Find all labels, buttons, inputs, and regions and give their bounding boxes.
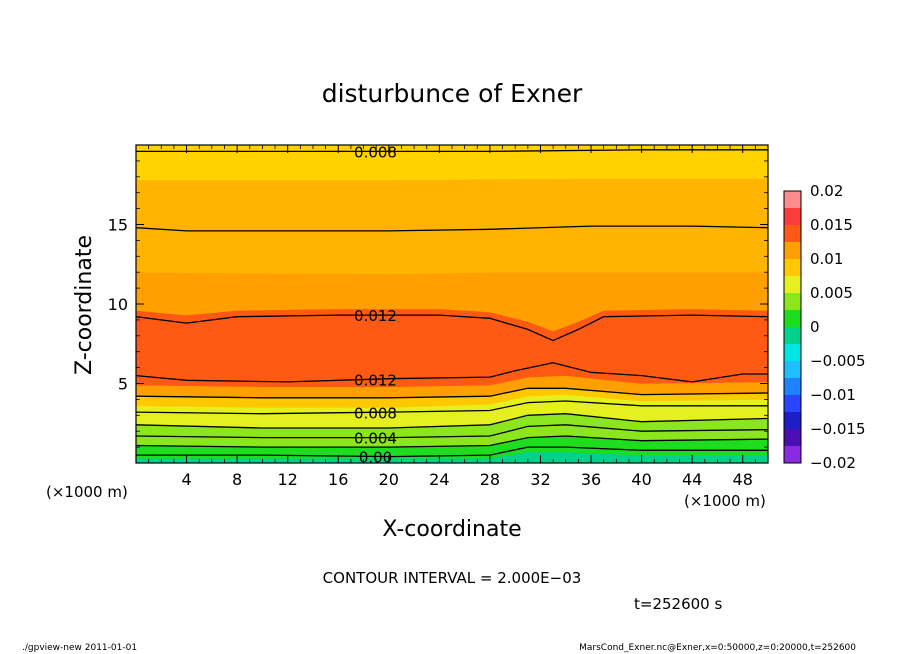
colorbar-swatch-13 bbox=[784, 225, 801, 242]
x-tick-label-44: 44 bbox=[682, 470, 702, 489]
x-unit-left: (×1000 m) bbox=[46, 483, 128, 501]
x-tick-label-24: 24 bbox=[429, 470, 449, 489]
colorbar-swatch-7 bbox=[784, 327, 801, 344]
colorbar-tick-label-4: 0 bbox=[810, 318, 820, 336]
band-9 bbox=[136, 145, 768, 181]
contour-line-6 bbox=[136, 362, 768, 383]
colorbar-swatch-2 bbox=[784, 412, 801, 429]
x-tick-label-4: 4 bbox=[181, 470, 191, 489]
y-axis-label: Z-coordinate bbox=[72, 235, 97, 375]
contour-line-1 bbox=[136, 435, 768, 448]
x-tick-label-28: 28 bbox=[480, 470, 500, 489]
x-unit-right: (×1000 m) bbox=[684, 492, 766, 510]
y-axis-ticks: 5 10 15 bbox=[108, 160, 768, 448]
contour-label-2: 0.004 bbox=[354, 430, 397, 448]
colorbar-tick-label-3: 0.005 bbox=[810, 284, 853, 302]
chart-title: disturbunce of Exner bbox=[322, 79, 583, 108]
colorbar-swatch-1 bbox=[784, 429, 801, 446]
colorbar-swatch-14 bbox=[784, 208, 801, 225]
contour-labels: 0.000.004 0.008 0.012 0.012 0.008 bbox=[354, 143, 397, 466]
y-tick-label-5: 5 bbox=[118, 375, 128, 394]
colorbar-swatch-5 bbox=[784, 361, 801, 378]
colorbar-tick-label-8: −0.02 bbox=[810, 454, 856, 472]
contour-label-4: 0.008 bbox=[354, 404, 397, 422]
x-tick-label-20: 20 bbox=[379, 470, 399, 489]
x-tick-label-48: 48 bbox=[733, 470, 753, 489]
colorbar-tick-label-7: −0.015 bbox=[810, 420, 866, 438]
contour-label-9: 0.008 bbox=[354, 143, 397, 161]
x-axis-label: X-coordinate bbox=[382, 517, 521, 542]
contour-line-3 bbox=[136, 413, 768, 429]
contour-label-0: 0.00 bbox=[359, 448, 392, 466]
colorbar-tick-label-6: −0.01 bbox=[810, 386, 856, 404]
colorbar-swatch-15 bbox=[784, 191, 801, 208]
x-tick-label-16: 16 bbox=[328, 470, 348, 489]
contour-label-7: 0.012 bbox=[354, 307, 397, 325]
colorbar-swatch-4 bbox=[784, 378, 801, 395]
colorbar-tick-label-5: −0.005 bbox=[810, 352, 866, 370]
colorbar-swatch-0 bbox=[784, 446, 801, 463]
footer-left: ./gpview-new 2011-01-01 bbox=[22, 643, 137, 653]
colorbar-swatch-6 bbox=[784, 344, 801, 361]
filled-bands bbox=[136, 145, 768, 463]
colorbar-swatch-11 bbox=[784, 259, 801, 276]
colorbar-tick-label-0: 0.02 bbox=[810, 182, 843, 200]
x-tick-label-32: 32 bbox=[530, 470, 550, 489]
contour-line-7 bbox=[136, 314, 768, 342]
y-tick-label-10: 10 bbox=[108, 295, 128, 314]
x-tick-label-8: 8 bbox=[232, 470, 242, 489]
time-label: t=252600 s bbox=[634, 595, 722, 613]
y-tick-label-15: 15 bbox=[108, 216, 128, 235]
colorbar-swatch-10 bbox=[784, 276, 801, 293]
contour-line-2 bbox=[136, 424, 768, 439]
x-axis-ticks: 4 8 12 16 20 24 28 32 36 40 44 48 bbox=[148, 145, 756, 489]
x-tick-label-12: 12 bbox=[278, 470, 298, 489]
contour-line-5 bbox=[136, 387, 768, 399]
contour-label-6: 0.012 bbox=[354, 372, 397, 390]
colorbar-swatch-3 bbox=[784, 395, 801, 412]
contour-line-8 bbox=[136, 225, 768, 232]
band-6 bbox=[136, 308, 768, 387]
x-tick-label-36: 36 bbox=[581, 470, 601, 489]
colorbar-swatch-12 bbox=[784, 242, 801, 259]
colorbar-tick-label-1: 0.015 bbox=[810, 216, 853, 234]
colorbar-tick-label-2: 0.01 bbox=[810, 250, 843, 268]
contour-line-0 bbox=[136, 446, 768, 458]
colorbar-swatch-9 bbox=[784, 293, 801, 310]
contour-line-4 bbox=[136, 400, 768, 415]
contour-interval-note: CONTOUR INTERVAL = 2.000E−03 bbox=[323, 569, 582, 587]
colorbar-frame bbox=[783, 190, 802, 464]
colorbar-swatch-8 bbox=[784, 310, 801, 327]
colorbar: 0.02 0.015 0.01 0.005 0 −0.005 −0.01 −0.015 −0.0… bbox=[783, 182, 866, 472]
x-tick-label-40: 40 bbox=[631, 470, 651, 489]
footer-right: MarsCond_Exner.nc@Exner,x=0:50000,z=0:20… bbox=[579, 643, 856, 653]
